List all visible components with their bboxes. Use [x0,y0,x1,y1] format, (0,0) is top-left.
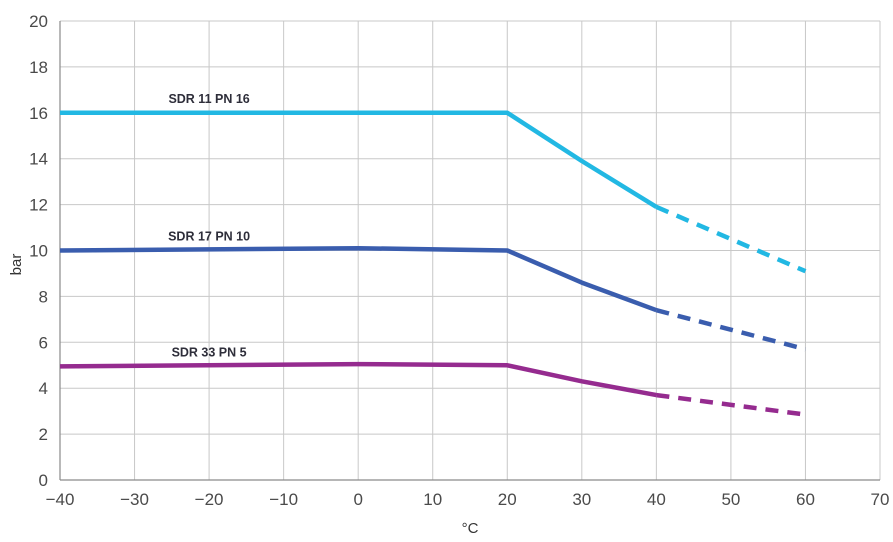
x-tick-label: 30 [572,490,591,509]
series-label-sdr-33-pn-5: SDR 33 PN 5 [172,345,247,359]
x-tick-label: 50 [721,490,740,509]
y-tick-label: 14 [29,150,48,169]
y-tick-label: 20 [29,12,48,31]
x-tick-label: −40 [46,490,75,509]
axes: −40 −30 −20 −10 0 10 20 30 40 50 60 70 0 2 4 6 8 10 12 14 16… [29,12,889,509]
series-dashed-sdr-11-pn-16 [655,204,807,274]
x-tick-label: −10 [269,490,298,509]
x-tick-label: 70 [871,490,890,509]
series-line-sdr-11-pn-16 [60,110,658,209]
series-dashed-sdr-17-pn-10 [655,308,807,352]
y-tick-label: 12 [29,196,48,215]
y-tick-label: 2 [39,425,48,444]
series-lines [59,110,807,417]
y-tick-label: 18 [29,58,48,77]
y-axis-title: bar [8,254,25,276]
x-tick-label: 0 [353,490,362,509]
y-tick-label: 4 [39,379,48,398]
grid [60,20,881,480]
x-tick-label: 10 [423,490,442,509]
series-label-sdr-11-pn-16: SDR 11 PN 16 [168,92,249,106]
y-tick-label: 10 [29,242,48,261]
series-dashed-sdr-33-pn-5 [656,392,806,417]
series-label-sdr-17-pn-10: SDR 17 PN 10 [168,230,250,244]
series-line-sdr-33-pn-5 [59,361,657,398]
series-line-sdr-17-pn-10 [59,245,658,313]
y-tick-label: 0 [39,471,48,490]
y-tick-label: 8 [39,287,48,306]
x-tick-label: 60 [796,490,815,509]
x-tick-label: 40 [647,490,666,509]
y-tick-label: 6 [39,333,48,352]
series-labels: SDR 11 PN 16 SDR 17 PN 10 SDR 33 PN 5 [168,92,250,360]
x-axis-title: °C [462,520,479,537]
y-tick-label: 16 [29,104,48,123]
x-tick-label: 20 [498,490,517,509]
x-tick-label: −20 [195,490,224,509]
x-tick-label: −30 [120,490,149,509]
